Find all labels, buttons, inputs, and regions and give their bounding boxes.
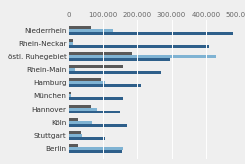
Bar	[69, 118, 78, 121]
Bar	[69, 79, 101, 81]
Bar	[69, 92, 71, 94]
Bar	[69, 105, 91, 108]
Bar	[69, 111, 120, 113]
Bar	[69, 58, 170, 61]
Bar	[69, 52, 132, 55]
Bar	[69, 108, 97, 111]
Bar	[69, 65, 123, 68]
Bar	[69, 121, 92, 124]
Bar	[69, 97, 123, 100]
Bar	[69, 131, 81, 134]
Bar	[69, 26, 91, 29]
Bar	[69, 150, 122, 153]
Bar	[69, 29, 113, 32]
Bar	[69, 94, 71, 97]
Bar	[69, 55, 216, 58]
Bar	[69, 81, 105, 84]
Bar	[69, 71, 161, 74]
Bar	[69, 42, 73, 45]
Bar	[69, 147, 123, 150]
Bar	[69, 144, 78, 147]
Bar	[69, 134, 82, 137]
Bar	[69, 45, 209, 48]
Bar	[69, 32, 233, 35]
Bar	[69, 124, 127, 126]
Bar	[69, 68, 75, 71]
Bar	[69, 39, 73, 42]
Bar	[69, 137, 105, 140]
Bar	[69, 84, 141, 87]
